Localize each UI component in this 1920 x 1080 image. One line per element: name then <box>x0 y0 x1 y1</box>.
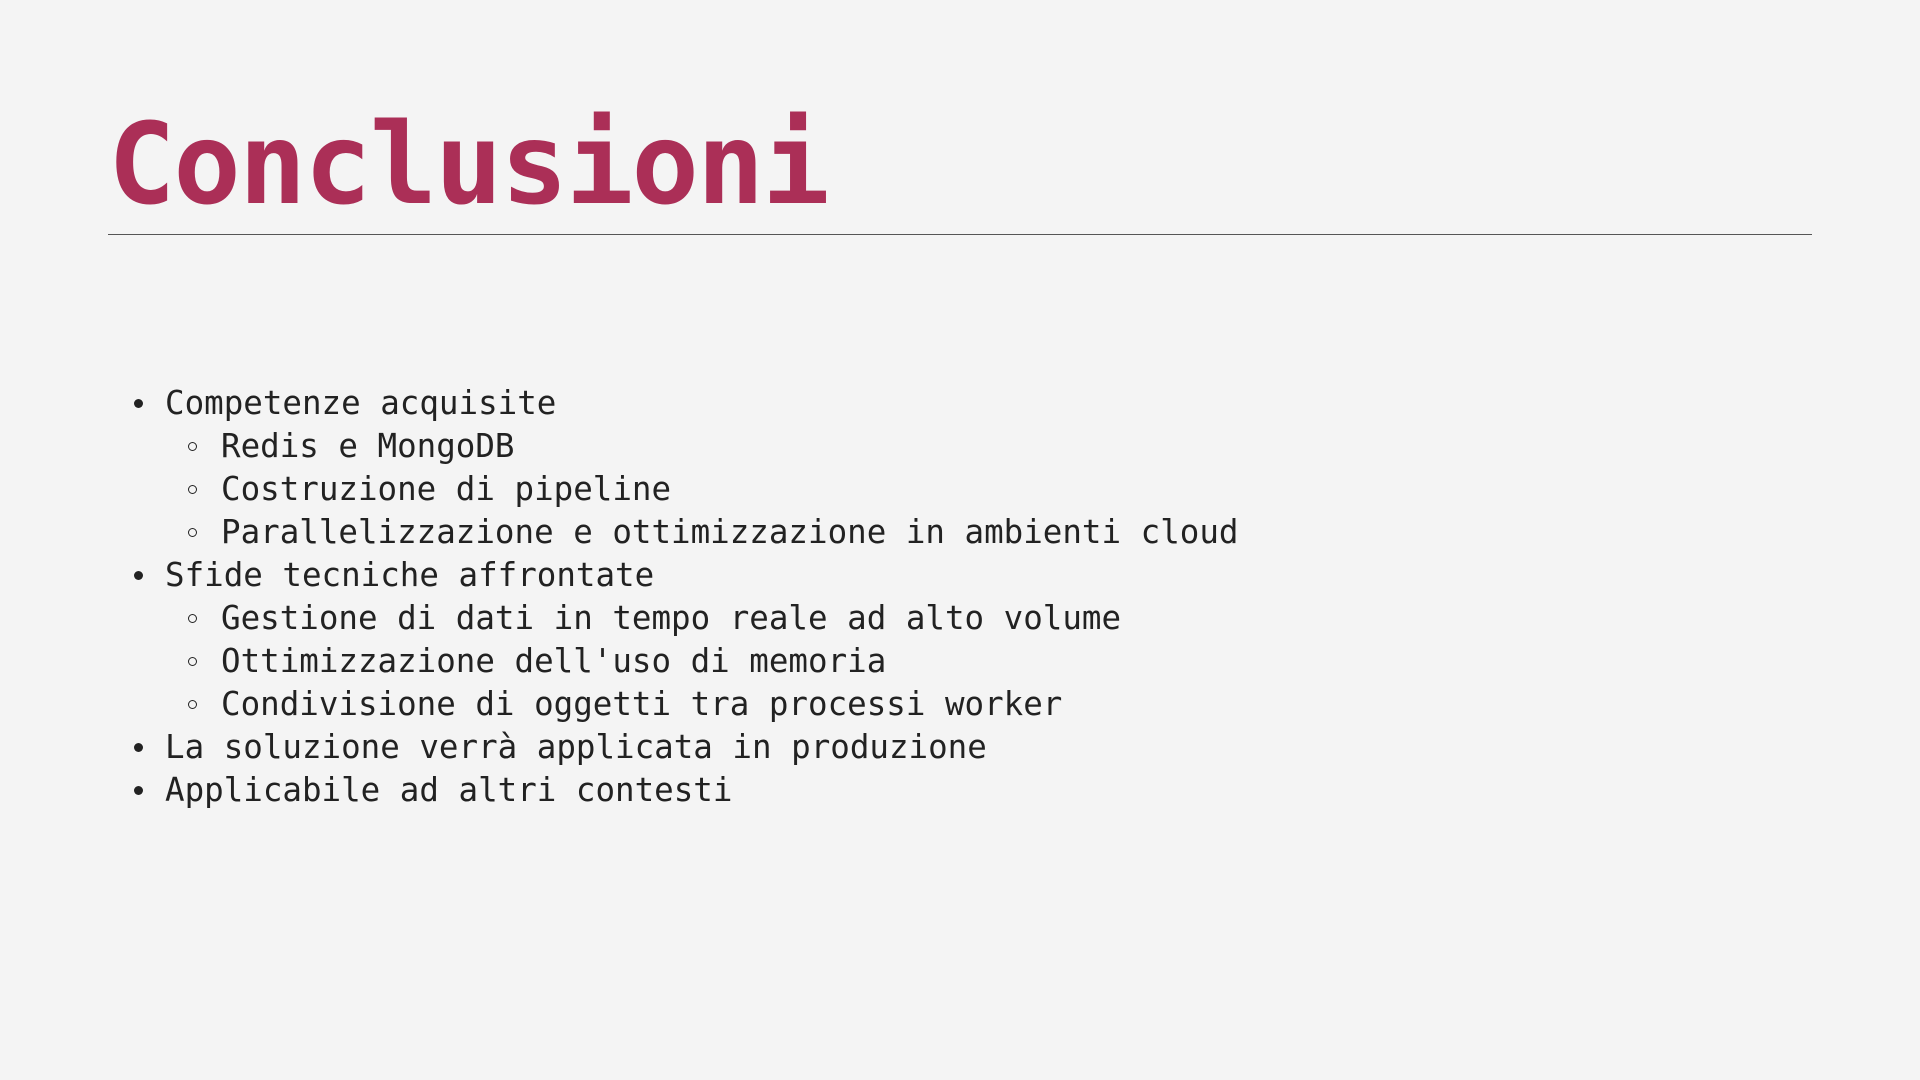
sub-bullet-text: Gestione di dati in tempo reale ad alto … <box>221 599 1122 637</box>
bullet-item: Sfide tecniche affrontate Gestione di da… <box>132 554 1238 726</box>
bullet-text: Applicabile ad altri contesti <box>165 771 733 809</box>
bullet-dot-icon <box>134 743 143 752</box>
bullet-text: Competenze acquisite <box>165 384 557 422</box>
bullet-item: Competenze acquisite Redis e MongoDB Cos… <box>132 382 1238 554</box>
bullet-text: La soluzione verrà applicata in produzio… <box>165 728 987 766</box>
sub-bullet-text: Condivisione di oggetti tra processi wor… <box>221 685 1063 723</box>
sub-bullet-text: Ottimizzazione dell'uso di memoria <box>221 642 887 680</box>
sub-bullet-item: Costruzione di pipeline <box>188 468 1238 511</box>
sub-bullet-list: Gestione di dati in tempo reale ad alto … <box>165 597 1238 726</box>
bullet-circle-icon <box>188 442 197 451</box>
slide-title: Conclusioni <box>108 100 830 230</box>
sub-bullet-text: Parallelizzazione e ottimizzazione in am… <box>221 513 1239 551</box>
sub-bullet-item: Redis e MongoDB <box>188 425 1238 468</box>
bullet-circle-icon <box>188 485 197 494</box>
bullet-circle-icon <box>188 700 197 709</box>
bullet-item: Applicabile ad altri contesti <box>132 769 1238 812</box>
sub-bullet-list: Redis e MongoDB Costruzione di pipeline … <box>165 425 1238 554</box>
bullet-dot-icon <box>134 786 143 795</box>
sub-bullet-text: Redis e MongoDB <box>221 427 515 465</box>
bullet-dot-icon <box>134 399 143 408</box>
bullet-item: La soluzione verrà applicata in produzio… <box>132 726 1238 769</box>
title-divider <box>108 234 1812 235</box>
bullet-circle-icon <box>188 614 197 623</box>
bullet-list: Competenze acquisite Redis e MongoDB Cos… <box>132 382 1238 812</box>
bullet-circle-icon <box>188 528 197 537</box>
sub-bullet-text: Costruzione di pipeline <box>221 470 672 508</box>
bullet-dot-icon <box>134 571 143 580</box>
bullet-circle-icon <box>188 657 197 666</box>
sub-bullet-item: Condivisione di oggetti tra processi wor… <box>188 683 1238 726</box>
sub-bullet-item: Parallelizzazione e ottimizzazione in am… <box>188 511 1238 554</box>
sub-bullet-item: Gestione di dati in tempo reale ad alto … <box>188 597 1238 640</box>
bullet-text: Sfide tecniche affrontate <box>165 556 655 594</box>
sub-bullet-item: Ottimizzazione dell'uso di memoria <box>188 640 1238 683</box>
